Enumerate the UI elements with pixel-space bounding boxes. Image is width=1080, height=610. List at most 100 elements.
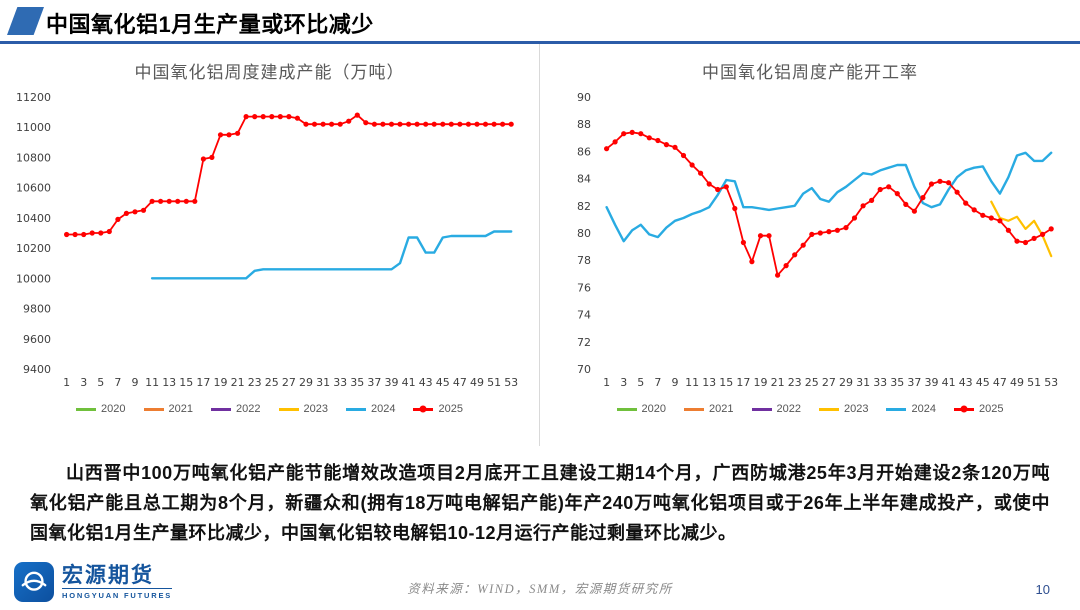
legend-label-2022: 2022 <box>236 403 261 415</box>
svg-text:3: 3 <box>620 376 627 389</box>
svg-text:9600: 9600 <box>23 333 51 346</box>
svg-text:76: 76 <box>577 281 591 294</box>
svg-text:10600: 10600 <box>16 182 51 195</box>
svg-text:5: 5 <box>97 376 104 389</box>
svg-text:17: 17 <box>736 376 750 389</box>
svg-text:19: 19 <box>213 376 227 389</box>
svg-text:88: 88 <box>577 118 591 131</box>
svg-text:80: 80 <box>577 227 591 240</box>
charts-row: 中国氧化铝周度建成产能（万吨） 9400 9600 9800 10000 10200 10… <box>0 44 1080 446</box>
svg-text:1: 1 <box>63 376 70 389</box>
data-source-note: 资料来源：WIND，SMM，宏源期货研究所 <box>407 582 673 596</box>
legend-label-2021: 2021 <box>168 403 194 415</box>
svg-text:35: 35 <box>350 376 364 389</box>
svg-text:29: 29 <box>299 376 313 389</box>
svg-text:23: 23 <box>247 376 261 389</box>
legend-swatch-2020 <box>616 407 637 411</box>
legend-swatch-2020 <box>76 407 97 411</box>
legend-item-2023: 2023 <box>278 403 328 415</box>
chart-panel-operating-rate: 中国氧化铝周度产能开工率 70 72 74 76 78 80 82 84 86 88 90 1 3 5 7 9… <box>540 44 1080 446</box>
legend-label-2022: 2022 <box>776 403 801 415</box>
body-paragraph: 山西晋中100万吨氧化铝产能节能增效改造项目2月底开工且建设工期14个月，广西防… <box>30 463 1050 543</box>
svg-text:15: 15 <box>179 376 193 389</box>
svg-text:31: 31 <box>856 376 870 389</box>
svg-text:19: 19 <box>754 376 768 389</box>
slide-header: 中国氧化铝1月生产量或环比减少 <box>0 0 1080 44</box>
svg-text:41: 41 <box>401 376 415 389</box>
svg-text:47: 47 <box>452 376 466 389</box>
svg-text:43: 43 <box>418 376 432 389</box>
series-2025 <box>63 112 514 238</box>
svg-text:49: 49 <box>470 376 484 389</box>
chart-title-operating-rate: 中国氧化铝周度产能开工率 <box>702 63 918 82</box>
company-name-en: HONGYUAN FUTURES <box>62 587 173 600</box>
svg-text:78: 78 <box>577 254 591 267</box>
svg-text:39: 39 <box>925 376 939 389</box>
svg-text:11: 11 <box>145 376 159 389</box>
legend-item-2025: 2025 <box>953 403 1003 415</box>
svg-text:25: 25 <box>805 376 819 389</box>
page-number: 10 <box>1035 582 1050 597</box>
legend-swatch-2023 <box>819 407 839 411</box>
svg-text:23: 23 <box>788 376 802 389</box>
slide-title: 中国氧化铝1月生产量或环比减少 <box>46 12 374 37</box>
svg-text:10800: 10800 <box>16 151 51 164</box>
svg-text:47: 47 <box>993 376 1007 389</box>
legend-item-2023: 2023 <box>819 403 868 415</box>
svg-text:11: 11 <box>685 376 699 389</box>
legend-swatch-2022 <box>751 407 772 411</box>
svg-text:3: 3 <box>80 376 87 389</box>
svg-text:7: 7 <box>114 376 121 389</box>
legend-swatch-2022 <box>211 407 232 411</box>
y-axis-tick-labels: 9400 9600 9800 10000 10200 10400 10600 10800 110… <box>16 91 51 376</box>
series-2023 <box>990 200 1053 258</box>
legend-marker-dot <box>419 405 427 413</box>
svg-text:41: 41 <box>942 376 956 389</box>
chart-panel-built-capacity: 中国氧化铝周度建成产能（万吨） 9400 9600 9800 10000 10200 10… <box>0 44 540 446</box>
svg-text:53: 53 <box>504 376 518 389</box>
svg-text:82: 82 <box>577 200 591 213</box>
svg-text:39: 39 <box>384 376 398 389</box>
svg-text:35: 35 <box>890 376 904 389</box>
svg-text:9: 9 <box>672 376 679 389</box>
operating-rate-legend: 2020 2021 2022 2023 2024 2025 <box>540 399 1080 419</box>
legend-label-2025: 2025 <box>438 403 463 415</box>
legend-item-2020: 2020 <box>76 403 126 415</box>
legend-swatch-2025 <box>953 405 974 413</box>
legend-swatch-2021 <box>684 407 705 411</box>
series-2024 <box>605 151 1053 243</box>
built-capacity-legend: 2020 2021 2022 2023 2024 2025 <box>0 399 539 419</box>
svg-text:21: 21 <box>230 376 244 389</box>
svg-text:15: 15 <box>719 376 733 389</box>
svg-text:27: 27 <box>281 376 295 389</box>
svg-text:31: 31 <box>316 376 330 389</box>
svg-text:10000: 10000 <box>16 272 51 285</box>
svg-text:11000: 11000 <box>16 121 51 134</box>
svg-text:49: 49 <box>1010 376 1024 389</box>
series-2024 <box>150 230 512 280</box>
legend-label-2024: 2024 <box>370 403 396 415</box>
x-axis-tick-labels: 1 3 5 7 9 11 13 15 17 19 21 23 25 27 29 31 33 35 37 39 41 43 4… <box>603 376 1058 389</box>
svg-text:10200: 10200 <box>16 242 51 255</box>
legend-swatch-2025 <box>413 405 434 413</box>
legend-label-2023: 2023 <box>303 403 328 415</box>
svg-text:90: 90 <box>577 91 591 104</box>
header-parallelogram-decoration <box>7 7 44 35</box>
svg-text:43: 43 <box>959 376 973 389</box>
svg-text:53: 53 <box>1044 376 1058 389</box>
legend-label-2021: 2021 <box>709 403 734 415</box>
legend-swatch-2021 <box>143 407 164 411</box>
svg-text:45: 45 <box>976 376 990 389</box>
legend-item-2024: 2024 <box>345 403 396 415</box>
legend-swatch-2023 <box>278 407 299 411</box>
svg-text:9400: 9400 <box>23 363 51 376</box>
legend-label-2020: 2020 <box>641 403 667 415</box>
svg-text:25: 25 <box>264 376 278 389</box>
legend-item-2021: 2021 <box>143 403 194 415</box>
x-axis-tick-labels: 1 3 5 7 9 11 13 15 17 19 21 23 25 27 29 31 33 35 37 39 41 43 4… <box>63 376 518 389</box>
svg-text:70: 70 <box>577 363 591 376</box>
svg-text:86: 86 <box>577 145 591 158</box>
svg-text:5: 5 <box>637 376 644 389</box>
